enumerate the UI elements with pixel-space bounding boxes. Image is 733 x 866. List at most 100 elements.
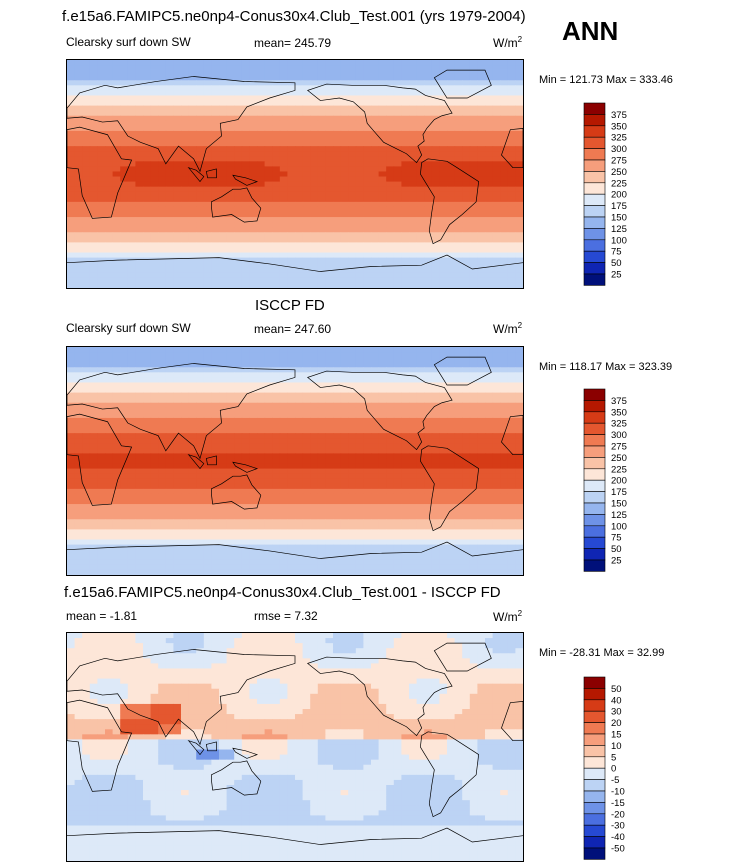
map-cell bbox=[340, 95, 349, 102]
map-cell bbox=[439, 161, 448, 167]
map-cell bbox=[439, 493, 448, 500]
map-cell bbox=[310, 448, 319, 454]
map-cell bbox=[97, 191, 106, 198]
map-cell bbox=[515, 141, 523, 147]
map-cell bbox=[257, 524, 266, 530]
map-cell bbox=[181, 262, 190, 269]
map-cell bbox=[165, 534, 174, 541]
map-cell bbox=[135, 443, 144, 449]
map-cell bbox=[507, 453, 516, 459]
map-cell bbox=[203, 357, 212, 363]
map-cell bbox=[234, 232, 243, 238]
map-cell bbox=[371, 171, 380, 178]
map-cell bbox=[279, 166, 288, 172]
map-cell bbox=[500, 282, 509, 288]
map-cell bbox=[416, 367, 425, 373]
map-cell bbox=[340, 453, 349, 459]
map-cell bbox=[317, 367, 326, 373]
map-cell bbox=[295, 110, 304, 117]
map-cell bbox=[348, 217, 357, 223]
map-cell bbox=[447, 372, 456, 378]
map-cell bbox=[173, 428, 182, 434]
map-cell bbox=[454, 453, 463, 459]
map-cell bbox=[477, 362, 486, 368]
map-cell bbox=[173, 227, 182, 233]
map-cell bbox=[105, 382, 114, 389]
map-cell bbox=[485, 519, 494, 525]
map-cell bbox=[302, 171, 311, 178]
map-cell bbox=[416, 392, 425, 399]
map-cell bbox=[241, 412, 250, 419]
map-cell bbox=[348, 493, 357, 500]
map-cell bbox=[469, 166, 478, 172]
map-cell bbox=[325, 120, 334, 127]
map-cell bbox=[333, 257, 342, 264]
map-cell bbox=[333, 377, 342, 383]
panel1-colorbar-svg: 3753503253002752502252001751501251007550… bbox=[583, 102, 627, 286]
map-cell bbox=[363, 499, 372, 505]
map-cell bbox=[355, 282, 364, 288]
map-cell bbox=[416, 201, 425, 208]
map-cell bbox=[279, 267, 288, 274]
map-cell bbox=[173, 473, 182, 480]
map-cell bbox=[173, 468, 182, 475]
map-cell bbox=[393, 105, 402, 112]
map-cell bbox=[211, 443, 220, 449]
map-cell bbox=[485, 463, 494, 470]
map-cell bbox=[241, 100, 250, 107]
map-cell bbox=[226, 347, 235, 353]
map-cell bbox=[333, 110, 342, 117]
map-cell bbox=[439, 282, 448, 288]
map-cell bbox=[447, 146, 456, 152]
map-cell bbox=[241, 146, 250, 152]
map-cell bbox=[89, 252, 98, 259]
map-cell bbox=[181, 212, 190, 218]
map-cell bbox=[409, 75, 418, 81]
map-cell bbox=[317, 85, 326, 91]
map-cell bbox=[454, 423, 463, 429]
map-cell bbox=[181, 514, 190, 520]
map-cell bbox=[469, 110, 478, 117]
map-cell bbox=[143, 387, 152, 394]
map-cell bbox=[325, 428, 334, 434]
map-cell bbox=[89, 509, 98, 515]
map-cell bbox=[317, 196, 326, 203]
map-cell bbox=[310, 100, 319, 107]
map-cell bbox=[158, 468, 167, 475]
map-cell bbox=[143, 176, 152, 183]
map-cell bbox=[295, 247, 304, 254]
map-cell bbox=[120, 534, 129, 541]
map-cell bbox=[409, 362, 418, 368]
map-cell bbox=[515, 529, 523, 535]
map-cell bbox=[127, 468, 136, 475]
map-cell bbox=[181, 120, 190, 127]
map-cell bbox=[127, 443, 136, 449]
map-cell bbox=[249, 412, 258, 419]
map-cell bbox=[507, 60, 516, 66]
map-cell bbox=[82, 166, 91, 172]
map-cell bbox=[181, 397, 190, 404]
map-cell bbox=[340, 407, 349, 414]
map-cell bbox=[378, 171, 387, 178]
map-cell bbox=[469, 232, 478, 238]
map-cell bbox=[409, 257, 418, 264]
map-cell bbox=[74, 212, 83, 218]
map-cell bbox=[211, 514, 220, 520]
map-cell bbox=[112, 70, 121, 76]
map-cell bbox=[447, 509, 456, 515]
map-cell bbox=[173, 493, 182, 500]
map-cell bbox=[219, 186, 228, 193]
map-cell bbox=[173, 125, 182, 132]
map-cell bbox=[386, 136, 395, 142]
map-cell bbox=[363, 478, 372, 485]
map-cell bbox=[234, 136, 243, 142]
map-cell bbox=[234, 453, 243, 459]
map-cell bbox=[150, 166, 159, 172]
map-cell bbox=[462, 156, 471, 162]
map-cell bbox=[196, 262, 205, 269]
map-cell bbox=[469, 272, 478, 279]
map-cell bbox=[340, 362, 349, 368]
map-cell bbox=[515, 217, 523, 223]
map-cell bbox=[485, 156, 494, 162]
map-cell bbox=[355, 352, 364, 358]
